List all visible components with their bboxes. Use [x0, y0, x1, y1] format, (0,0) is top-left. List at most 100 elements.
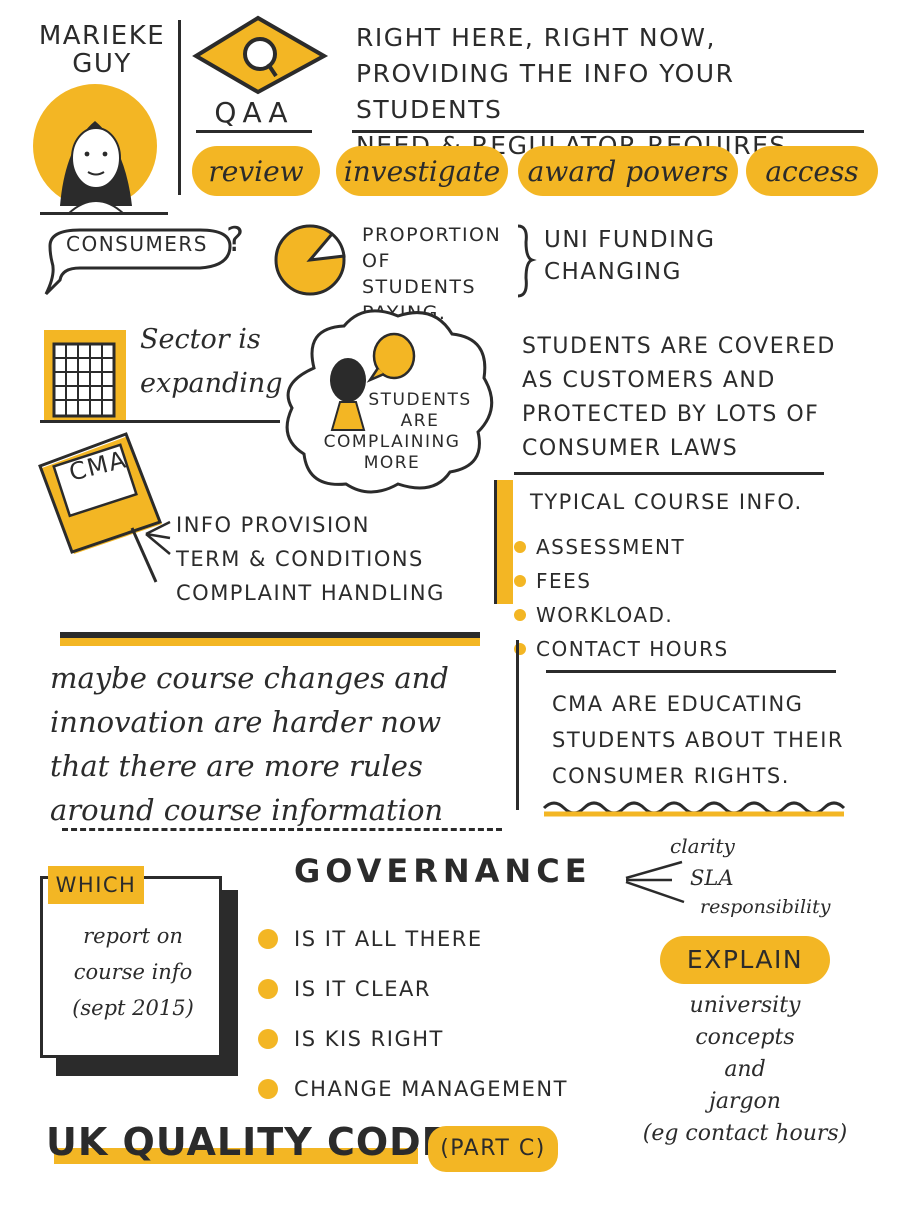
complaints-line2: ARE — [400, 411, 440, 431]
governance-item-label: CHANGE MANAGEMENT — [294, 1077, 568, 1101]
explain-line4: jargon — [709, 1089, 781, 1114]
explain-line2: concepts — [695, 1025, 795, 1050]
cma-item-terms-conditions: TERM & CONDITIONS — [176, 547, 424, 571]
which-text: report on course info (sept 2015) — [48, 918, 218, 1026]
branch-responsibility: responsibility — [700, 896, 831, 918]
complaints-line1: STUDENTS — [368, 390, 472, 410]
bullet-dot — [514, 609, 526, 621]
explain-line5: (eg contact hours) — [642, 1121, 848, 1146]
cma-item-complaint-handling: COMPLAINT HANDLING — [176, 581, 445, 605]
students-covered-line4: CONSUMER LAWS — [522, 436, 739, 461]
governance-list: IS IT ALL THERE IS IT CLEAR IS KIS RIGHT… — [258, 914, 618, 1114]
qaa-tagline-line2: PROVIDING THE INFO YOUR STUDENTS — [356, 59, 735, 124]
typical-item: CONTACT HOURS — [514, 632, 814, 666]
students-covered-line1: STUDENTS ARE COVERED — [522, 334, 836, 359]
governance-item-label: IS IT ALL THERE — [294, 927, 483, 951]
governance-item: CHANGE MANAGEMENT — [258, 1064, 618, 1114]
sector-line1: Sector is — [140, 324, 261, 355]
which-card — [40, 876, 222, 1058]
speaker-name: MARIEKE GUY — [32, 22, 172, 78]
maybe-line2: innovation are harder now — [50, 705, 442, 739]
center-divider — [516, 640, 519, 810]
maybe-topbar — [60, 632, 480, 646]
speaker-portrait — [33, 84, 157, 215]
governance-branches — [625, 860, 685, 904]
speaker-name-line1: MARIEKE — [38, 21, 166, 51]
bullet-dot — [514, 541, 526, 553]
qaa-underline — [196, 130, 312, 133]
branch-sla: SLA — [690, 866, 734, 890]
consumers-label: CONSUMERS — [66, 232, 208, 256]
bullet-dot — [258, 979, 278, 999]
educating-wave — [542, 801, 846, 817]
brace-icon — [517, 224, 537, 298]
bullet-dot — [258, 929, 278, 949]
speaker-divider — [178, 20, 181, 195]
bullet-dot — [258, 1079, 278, 1099]
dashed-separator — [62, 828, 502, 831]
bullet-dot — [258, 1029, 278, 1049]
typical-item-label: ASSESSMENT — [536, 535, 686, 559]
footer-title: UK QUALITY CODE — [46, 1120, 449, 1164]
sector-line2: expanding — [140, 368, 283, 399]
funding-line2: CHANGING — [544, 259, 682, 285]
funding-text: UNI FUNDING CHANGING — [544, 224, 844, 288]
typical-item-label: WORKLOAD. — [536, 603, 674, 627]
role-review: review — [192, 146, 320, 196]
cma-item-info-provision: INFO PROVISION — [176, 513, 370, 537]
which-label: WHICH — [48, 866, 144, 904]
typical-accent-bar — [494, 480, 513, 604]
governance-item-label: IS IT CLEAR — [294, 977, 431, 1001]
educating-text: CMA ARE EDUCATING STUDENTS ABOUT THEIR C… — [552, 686, 872, 794]
qaa-label: QAA — [214, 96, 294, 129]
complaints-text: STUDENTS ARE COMPLAINING MORE — [302, 390, 482, 474]
explain-text: university concepts and jargon (eg conta… — [620, 990, 870, 1150]
cma-sign-icon — [38, 432, 162, 583]
branch-clarity: clarity — [670, 834, 735, 858]
footer-part: (PART C) — [428, 1126, 558, 1172]
governance-item: IS IT ALL THERE — [258, 914, 618, 964]
educating-topline — [546, 670, 836, 673]
complaints-line3: COMPLAINING — [323, 432, 461, 452]
cma-connector — [145, 520, 171, 555]
which-line1: report on — [83, 924, 183, 948]
explain-line1: university — [689, 993, 801, 1018]
students-covered-line3: PROTECTED BY LOTS OF — [522, 402, 820, 427]
educating-line1: CMA ARE EDUCATING — [552, 692, 804, 716]
consumers-question: ? — [226, 220, 246, 260]
tagline-underline — [352, 130, 864, 133]
funding-line1: UNI FUNDING — [544, 227, 716, 253]
students-covered-underline — [514, 472, 824, 475]
typical-item-label: FEES — [536, 569, 592, 593]
complaints-line4: MORE — [363, 453, 421, 473]
role-access: access — [746, 146, 878, 196]
explain-label: EXPLAIN — [660, 936, 830, 984]
maybe-line1: maybe course changes and — [50, 661, 449, 695]
consumers-speech-bubble — [44, 228, 232, 296]
proportion-line1: PROPORTION — [362, 224, 502, 246]
typical-item-label: CONTACT HOURS — [536, 637, 729, 661]
governance-title: GOVERNANCE — [294, 852, 592, 890]
governance-item-label: IS KIS RIGHT — [294, 1027, 444, 1051]
students-covered-line2: AS CUSTOMERS AND — [522, 368, 776, 393]
bullet-dot — [514, 575, 526, 587]
typical-title: TYPICAL COURSE INFO. — [530, 490, 803, 514]
role-investigate: investigate — [336, 146, 508, 196]
students-covered-text: STUDENTS ARE COVERED AS CUSTOMERS AND PR… — [522, 330, 882, 466]
qaa-tagline: RIGHT HERE, RIGHT NOW, PROVIDING THE INF… — [356, 20, 876, 164]
maybe-line4: around course information — [50, 793, 444, 827]
role-award-powers: award powers — [518, 146, 738, 196]
cma-items: INFO PROVISION TERM & CONDITIONS COMPLAI… — [176, 508, 486, 610]
which-line3: (sept 2015) — [72, 996, 194, 1020]
typical-item: WORKLOAD. — [514, 598, 814, 632]
educating-line3: CONSUMER RIGHTS. — [552, 764, 790, 788]
explain-line3: and — [724, 1057, 766, 1082]
which-line2: course info — [73, 960, 193, 984]
typical-list: ASSESSMENT FEES WORKLOAD. CONTACT HOURS — [514, 530, 814, 666]
proportion-line2: OF STUDENTS — [362, 250, 477, 298]
qaa-tagline-line1: RIGHT HERE, RIGHT NOW, — [356, 23, 716, 52]
qaa-eye-icon — [192, 15, 329, 95]
speaker-underline — [40, 212, 168, 215]
maybe-line3: that there are more rules — [50, 749, 423, 783]
typical-item: FEES — [514, 564, 814, 598]
